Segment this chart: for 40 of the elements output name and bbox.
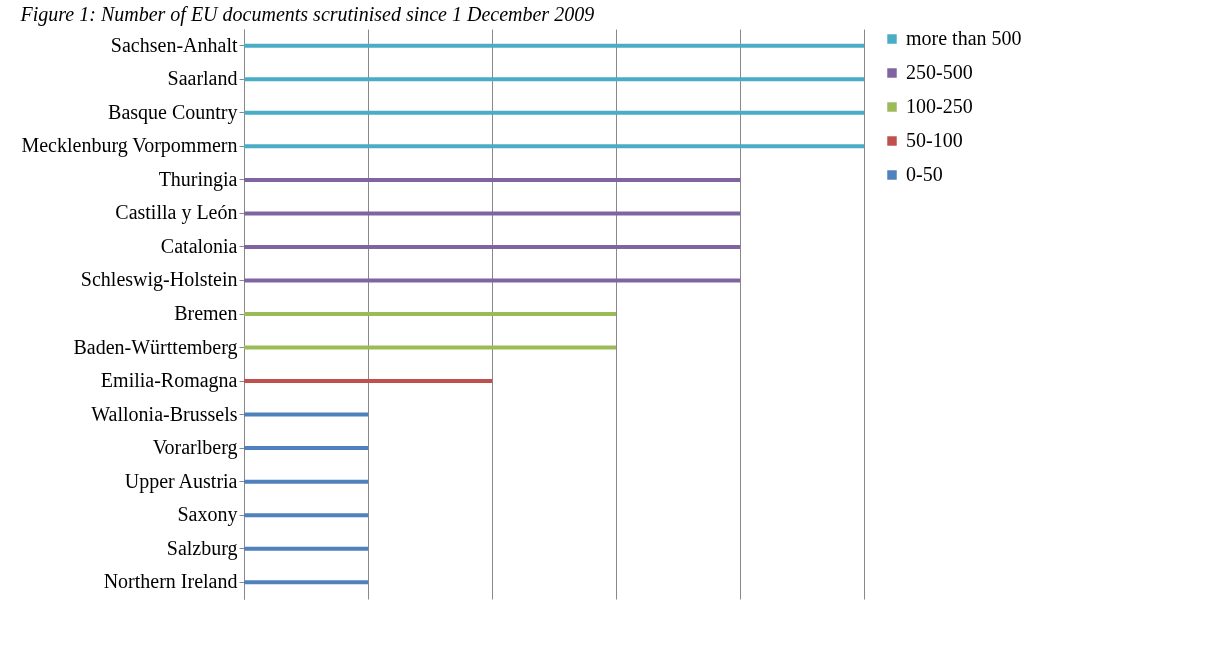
legend-label: 100-250 xyxy=(906,95,973,117)
bar xyxy=(244,278,740,283)
bar xyxy=(244,580,368,585)
y-tick-label: Catalonia xyxy=(160,234,238,257)
y-tick-label: Basque Country xyxy=(108,100,238,124)
y-tick-label: Upper Austria xyxy=(124,469,238,493)
y-tick-label: Schleswig-Holstein xyxy=(80,268,238,292)
y-tick-label: Thuringia xyxy=(158,167,238,191)
bar xyxy=(244,77,864,82)
y-tick-label: Saarland xyxy=(167,67,238,90)
y-tick-label: Castilla y León xyxy=(115,201,238,225)
bar xyxy=(244,312,616,316)
bar xyxy=(244,345,616,350)
bar xyxy=(244,211,740,216)
y-tick-label: Bremen xyxy=(174,302,238,324)
y-tick-label: Northern Ireland xyxy=(103,570,238,593)
y-tick-label: Baden-Württemberg xyxy=(73,335,238,359)
bar xyxy=(244,379,492,384)
bar xyxy=(244,412,368,417)
bar xyxy=(244,43,864,48)
y-tick-label: Emilia-Romagna xyxy=(100,369,238,393)
bar xyxy=(244,546,368,551)
y-tick-label: Sachsen-Anhalt xyxy=(110,33,238,56)
y-tick-label: Mecklenburg Vorpommern xyxy=(21,134,238,158)
legend-label: more than 500 xyxy=(906,27,1022,49)
bar xyxy=(244,144,864,149)
chart-title: Figure 1: Number of EU documents scrutinised since 1 December 2009 xyxy=(19,3,595,26)
bar xyxy=(244,446,368,451)
legend-label: 0-50 xyxy=(906,163,943,185)
bar xyxy=(244,244,740,249)
y-tick-label: Wallonia-Brussels xyxy=(91,402,238,425)
bar xyxy=(244,110,864,115)
y-tick-label: Salzburg xyxy=(166,536,238,560)
legend-label: 250-500 xyxy=(906,61,973,83)
legend-label: 50-100 xyxy=(906,129,963,151)
y-tick-label: Saxony xyxy=(177,503,238,527)
bar xyxy=(244,479,368,484)
bar xyxy=(244,177,740,182)
y-tick-label: Vorarlberg xyxy=(152,436,238,460)
bar xyxy=(244,513,368,518)
